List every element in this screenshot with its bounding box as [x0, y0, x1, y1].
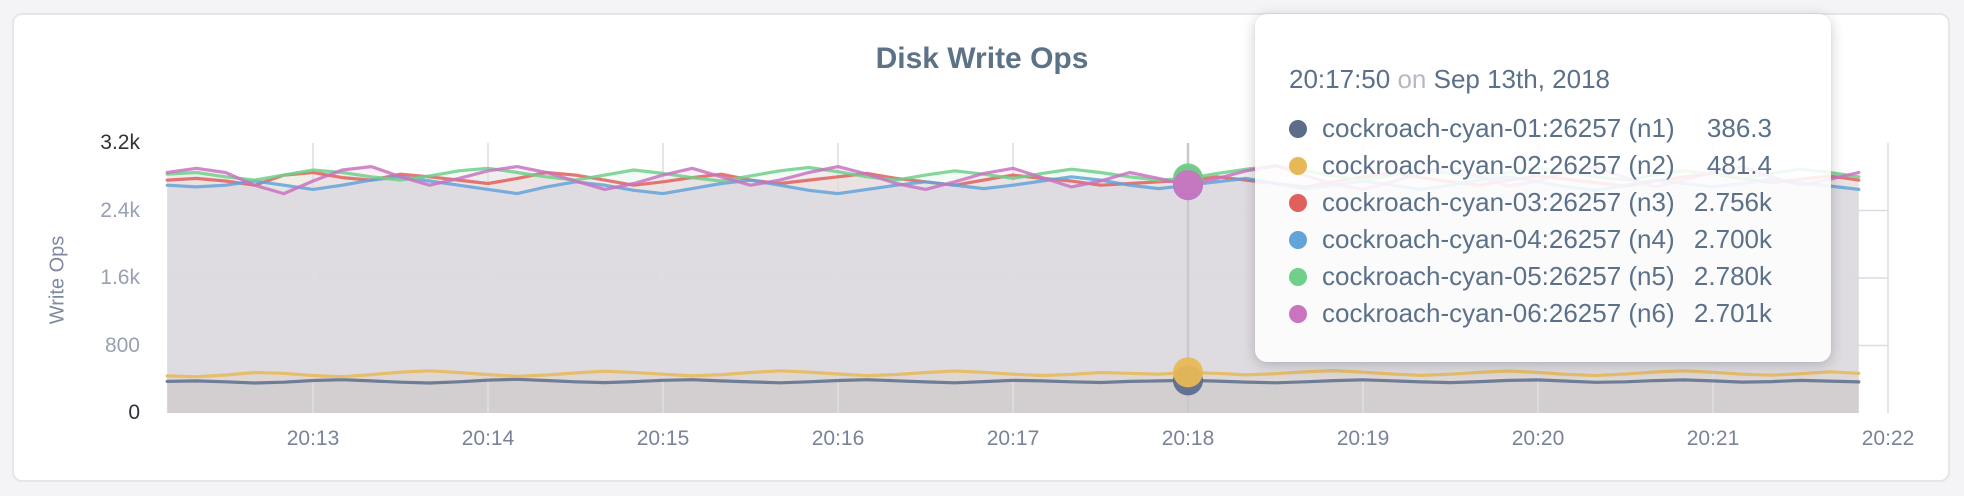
tooltip-row-value: 481.4 [1706, 150, 1772, 180]
series-color-dot-icon [1289, 119, 1307, 138]
series-color-dot-icon [1289, 230, 1307, 249]
tooltip-row-label: cockroach-cyan-03:26257 (n3) [1322, 187, 1675, 217]
tooltip-row-value: 2.780k [1693, 261, 1772, 291]
y-tick-label: 1.6k [100, 266, 140, 289]
x-tick-label: 20:21 [1686, 427, 1740, 450]
tooltip-date: Sep 13th, 2018 [1433, 64, 1610, 94]
tooltip-row: cockroach-cyan-02:26257 (n2) 481.4 [1289, 147, 1772, 184]
y-tick-label: 2.4k [100, 198, 140, 222]
series-color-dot-icon [1289, 267, 1307, 286]
x-tick-label: 20:17 [986, 427, 1040, 450]
tooltip-row-label: cockroach-cyan-06:26257 (n6) [1322, 298, 1675, 328]
tooltip-row: cockroach-cyan-03:26257 (n3) 2.756k [1289, 184, 1772, 221]
tooltip-row-label: cockroach-cyan-01:26257 (n1) [1322, 113, 1675, 143]
y-tick-label: 800 [104, 333, 140, 357]
x-tick-label: 20:19 [1336, 427, 1390, 450]
series-color-dot-icon [1289, 304, 1307, 323]
series-line [165, 369, 1861, 379]
tooltip-row: cockroach-cyan-06:26257 (n6) 2.701k [1289, 295, 1772, 332]
tooltip-header: 20:17:50 on Sep 13th, 2018 [1289, 64, 1772, 94]
tooltip-row-value: 2.700k [1693, 224, 1772, 254]
tooltip-row-label: cockroach-cyan-02:26257 (n2) [1322, 150, 1675, 180]
x-tick-label: 20:13 [286, 427, 340, 450]
x-tick-label: 20:16 [811, 427, 865, 450]
tooltip-rows: cockroach-cyan-01:26257 (n1) 386.3 cockroa… [1289, 110, 1772, 332]
series-color-dot-icon [1289, 193, 1307, 212]
x-tick-label: 20:22 [1861, 427, 1915, 450]
x-tick-label: 20:15 [636, 427, 690, 450]
hover-dot [1173, 170, 1203, 201]
tooltip-row-value: 386.3 [1706, 113, 1772, 143]
series-line [165, 377, 1861, 385]
hover-tooltip: 20:17:50 on Sep 13th, 2018 cockroach-cya… [1255, 14, 1831, 362]
tooltip-time: 20:17:50 [1289, 64, 1391, 94]
tooltip-on-word: on [1397, 64, 1427, 94]
y-tick-label: 3.2k [100, 131, 140, 154]
tooltip-row-value: 2.756k [1693, 187, 1772, 217]
series-color-dot-icon [1289, 156, 1307, 175]
x-tick-label: 20:20 [1511, 427, 1565, 450]
chart-title: Disk Write Ops [875, 42, 1089, 75]
hover-dot [1173, 357, 1203, 388]
tooltip-row: cockroach-cyan-01:26257 (n1) 386.3 [1289, 110, 1772, 147]
tooltip-row-label: cockroach-cyan-05:26257 (n5) [1322, 261, 1675, 291]
tooltip-row: cockroach-cyan-05:26257 (n5) 2.780k [1289, 258, 1772, 295]
tooltip-row: cockroach-cyan-04:26257 (n4) 2.700k [1289, 221, 1772, 258]
y-tick-label: 0 [128, 401, 140, 424]
tooltip-row-value: 2.701k [1693, 298, 1772, 328]
x-tick-label: 20:18 [1161, 427, 1215, 450]
tooltip-row-label: cockroach-cyan-04:26257 (n4) [1322, 224, 1675, 254]
x-tick-label: 20:14 [461, 427, 515, 450]
